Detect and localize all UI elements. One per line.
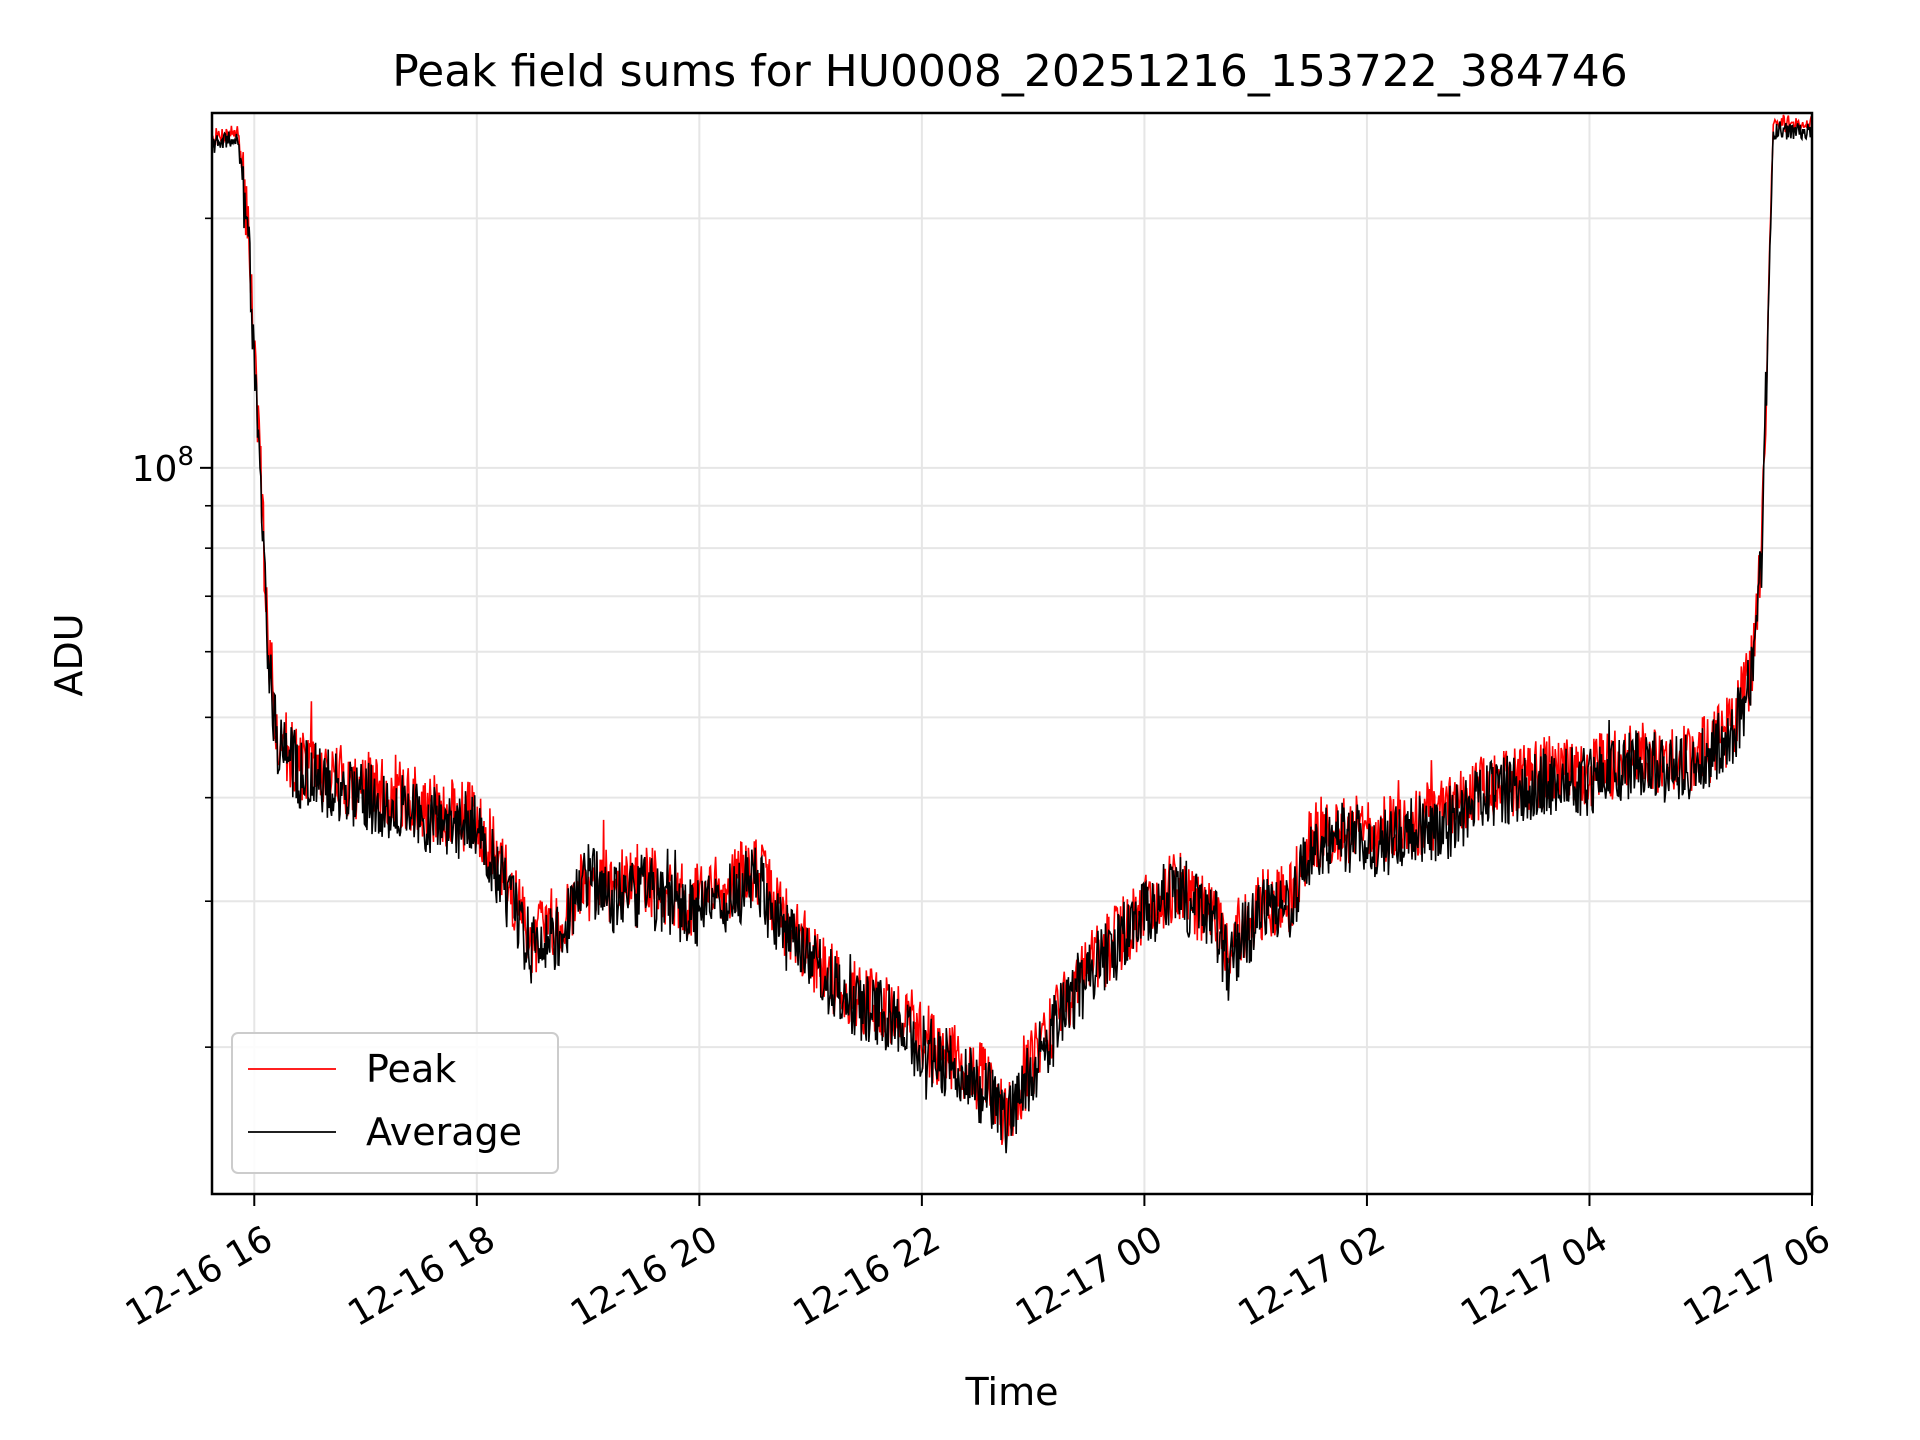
y-axis-label: ADU [47,613,91,696]
plot-area [212,114,1812,1154]
legend-peak-label: Peak [366,1047,456,1091]
x-axis-label: Time [965,1370,1059,1414]
y-axis: 108 [132,217,212,1048]
legend: Peak Average [231,1032,559,1174]
legend-average-label: Average [366,1110,522,1154]
series-average-line [212,121,1812,1154]
chart-title: Peak field sums for HU0008_20251216_1537… [392,46,1628,97]
plot-frame [210,111,1814,1196]
grid [212,113,1813,1194]
y-tick-label: 108 [132,442,194,490]
legend-box [231,1032,559,1174]
